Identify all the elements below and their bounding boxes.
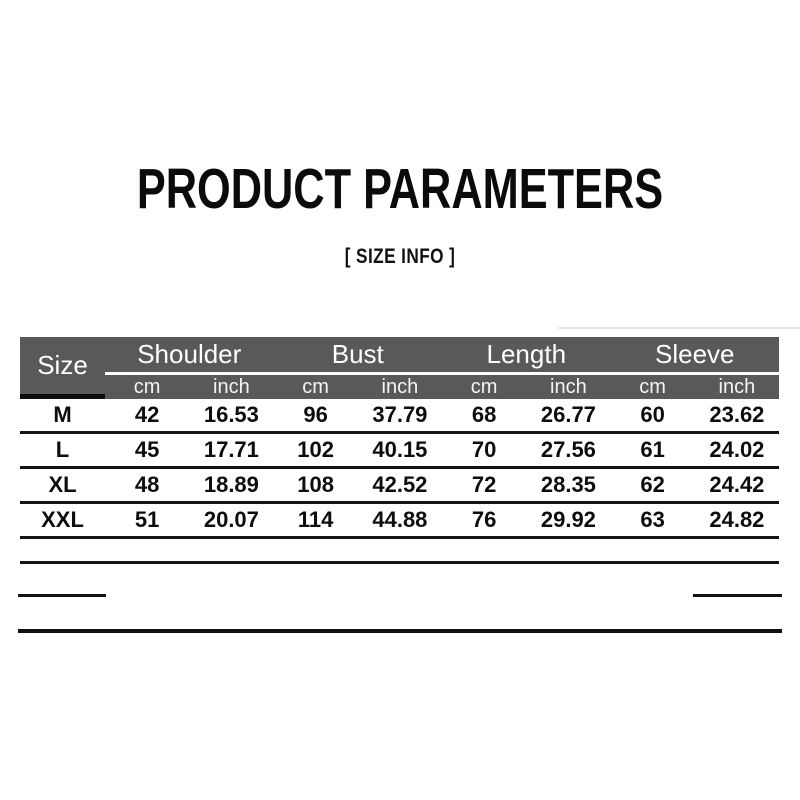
measurement-cell: 27.56 xyxy=(526,434,611,469)
measurement-cell: 108 xyxy=(273,469,358,504)
measurement-cell: 40.15 xyxy=(357,434,443,469)
partial-rule-right xyxy=(693,594,782,597)
measurement-cell: 42 xyxy=(105,399,190,434)
size-cell: L xyxy=(20,434,105,469)
column-header-size: Size xyxy=(20,337,105,399)
measurement-cell: 60 xyxy=(610,399,695,434)
column-header-bust: Bust xyxy=(273,337,443,375)
measurement-cell: 18.89 xyxy=(189,469,274,504)
measurement-cell: 76 xyxy=(442,504,527,539)
column-header-shoulder: Shoulder xyxy=(105,337,274,375)
table-row-xxl: XXL 51 20.07 114 44.88 76 29.92 63 24.82 xyxy=(20,504,780,539)
measurement-cell: 96 xyxy=(273,399,358,434)
group-header-row: Size Shoulder Bust Length Sleeve xyxy=(20,337,780,399)
measurement-cell: 24.42 xyxy=(694,469,780,504)
measurement-cell: 62 xyxy=(610,469,695,504)
unit-header-inch: inch xyxy=(694,375,780,399)
column-header-length: Length xyxy=(442,337,611,375)
measurement-cell: 42.52 xyxy=(357,469,443,504)
measurement-cell: 45 xyxy=(105,434,190,469)
measurement-cell: 102 xyxy=(273,434,358,469)
empty-row xyxy=(20,539,780,564)
measurement-cell: 72 xyxy=(442,469,527,504)
page-title: PRODUCT PARAMETERS xyxy=(136,157,664,221)
unit-header-cm: cm xyxy=(610,375,695,399)
measurement-cell: 16.53 xyxy=(189,399,274,434)
measurement-cell: 68 xyxy=(442,399,527,434)
measurement-cell: 48 xyxy=(105,469,190,504)
measurement-cell: 37.79 xyxy=(357,399,443,434)
column-header-sleeve: Sleeve xyxy=(610,337,780,375)
size-chart-table: Size Shoulder Bust Length Sleeve cm inch… xyxy=(20,337,780,564)
measurement-cell: 63 xyxy=(610,504,695,539)
size-cell: XXL xyxy=(20,504,105,539)
measurement-cell: 44.88 xyxy=(357,504,443,539)
measurement-cell: 61 xyxy=(610,434,695,469)
unit-header-inch: inch xyxy=(189,375,274,399)
measurement-cell: 29.92 xyxy=(526,504,611,539)
measurement-cell: 28.35 xyxy=(526,469,611,504)
measurement-cell: 24.02 xyxy=(694,434,780,469)
unit-header-row: cm inch cm inch cm inch cm inch xyxy=(20,375,780,399)
artifact-line xyxy=(558,327,800,329)
table-row-xl: XL 48 18.89 108 42.52 72 28.35 62 24.42 xyxy=(20,469,780,504)
size-cell: XL xyxy=(20,469,105,504)
measurement-cell: 17.71 xyxy=(189,434,274,469)
unit-header-cm: cm xyxy=(442,375,527,399)
bottom-rule xyxy=(18,629,782,633)
unit-header-cm: cm xyxy=(273,375,358,399)
measurement-cell: 70 xyxy=(442,434,527,469)
partial-rule-left xyxy=(18,594,106,597)
table-row-m: M 42 16.53 96 37.79 68 26.77 60 23.62 xyxy=(20,399,780,434)
measurement-cell: 20.07 xyxy=(189,504,274,539)
measurement-cell: 51 xyxy=(105,504,190,539)
empty-row-cell xyxy=(20,539,780,564)
measurement-cell: 24.82 xyxy=(694,504,780,539)
measurement-cell: 114 xyxy=(273,504,358,539)
size-info-subtitle: [ SIZE INFO ] xyxy=(344,245,456,268)
measurement-cell: 23.62 xyxy=(694,399,780,434)
unit-header-inch: inch xyxy=(357,375,443,399)
measurement-cell: 26.77 xyxy=(526,399,611,434)
unit-header-cm: cm xyxy=(105,375,190,399)
table-row-l: L 45 17.71 102 40.15 70 27.56 61 24.02 xyxy=(20,434,780,469)
size-cell: M xyxy=(20,399,105,434)
unit-header-inch: inch xyxy=(526,375,611,399)
